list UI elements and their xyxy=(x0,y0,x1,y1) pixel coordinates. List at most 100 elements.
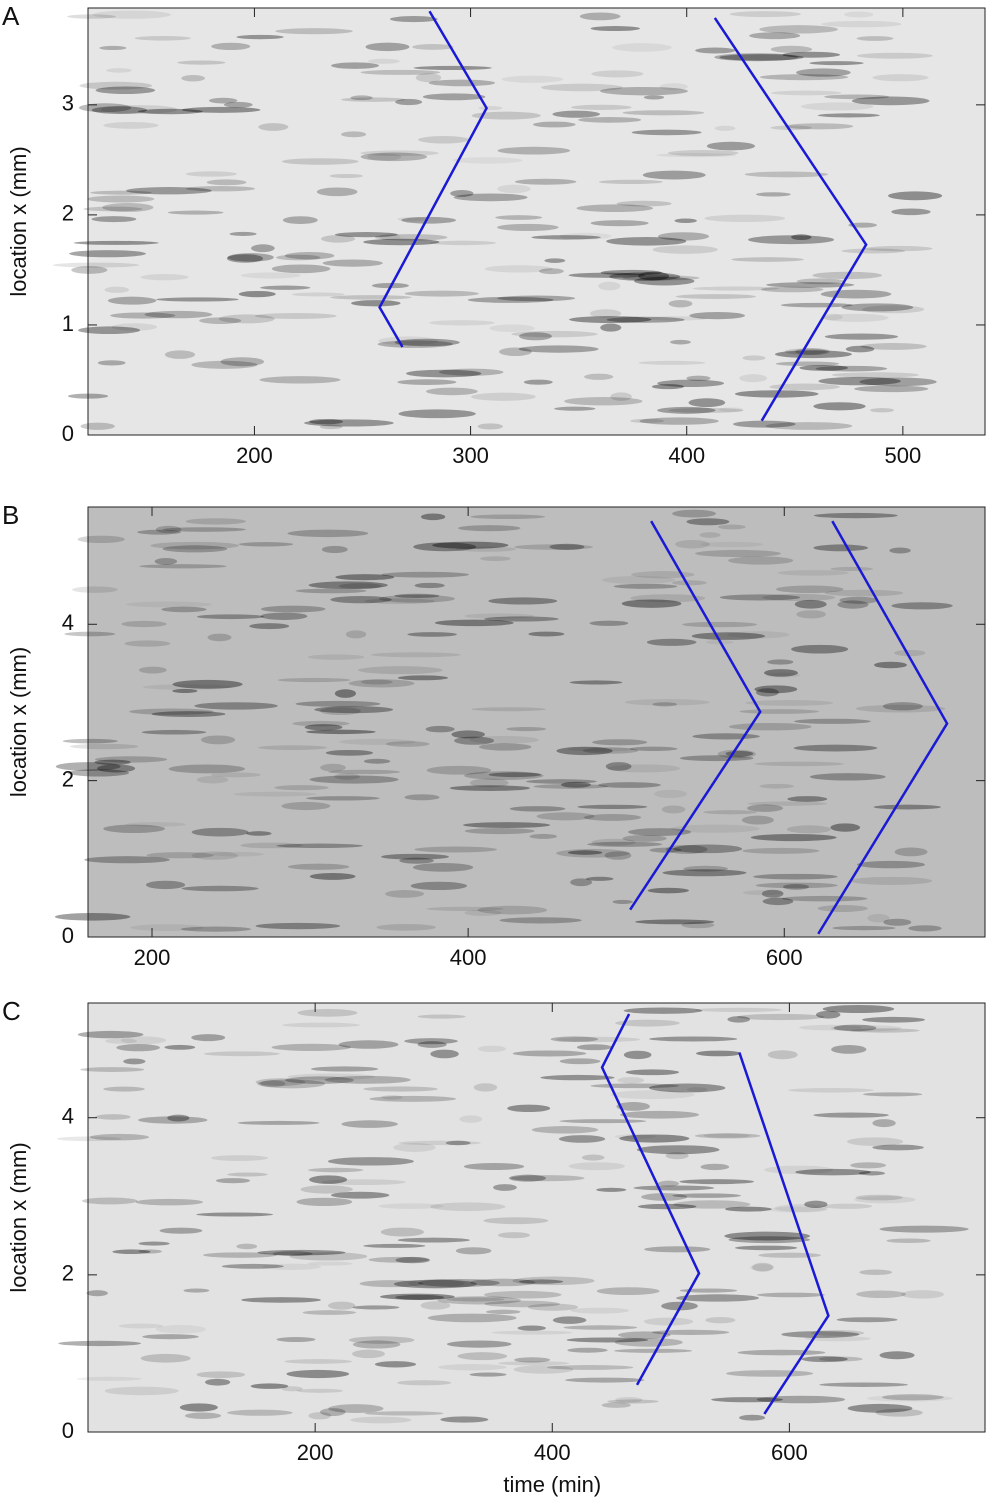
texture-streak xyxy=(636,1145,720,1155)
texture-streak xyxy=(72,586,118,593)
texture-streak xyxy=(196,1371,246,1379)
texture-streak xyxy=(584,373,614,380)
texture-streak xyxy=(784,348,827,355)
texture-streak xyxy=(370,652,461,658)
texture-streak xyxy=(167,210,224,215)
texture-streak xyxy=(686,1087,708,1092)
texture-streak xyxy=(606,237,687,246)
texture-streak xyxy=(103,824,165,834)
texture-streak xyxy=(351,300,401,307)
texture-streak xyxy=(446,1340,512,1348)
texture-streak xyxy=(141,729,207,735)
texture-streak xyxy=(146,852,215,859)
texture-streak xyxy=(164,1044,196,1050)
texture-streak xyxy=(363,1243,426,1248)
texture-streak xyxy=(470,514,546,519)
texture-streak xyxy=(675,539,710,549)
texture-streak xyxy=(756,1395,846,1404)
texture-streak xyxy=(91,106,148,114)
texture-streak xyxy=(788,1087,874,1093)
texture-streak xyxy=(531,1126,599,1134)
texture-streak xyxy=(338,1040,399,1049)
texture-streak xyxy=(191,360,258,369)
texture-streak xyxy=(203,1252,278,1258)
texture-streak xyxy=(820,289,892,299)
texture-streak xyxy=(84,856,170,864)
texture-streak xyxy=(434,619,514,627)
texture-streak xyxy=(665,844,708,854)
texture-streak xyxy=(511,330,598,338)
texture-streak xyxy=(540,83,623,92)
texture-streak xyxy=(417,1014,466,1019)
texture-streak xyxy=(695,1050,742,1057)
texture-streak xyxy=(281,801,331,811)
texture-streak xyxy=(86,1290,108,1297)
texture-streak xyxy=(576,204,654,213)
texture-streak xyxy=(360,152,428,162)
texture-streak xyxy=(872,1119,896,1128)
texture-streak xyxy=(319,1408,346,1416)
texture-streak xyxy=(296,1197,353,1207)
texture-streak xyxy=(781,895,868,902)
y-tick-label: 0 xyxy=(62,923,74,948)
texture-streak xyxy=(703,810,758,815)
texture-streak xyxy=(676,1294,760,1302)
texture-streak xyxy=(429,240,496,246)
texture-streak xyxy=(774,1204,828,1213)
texture-streak xyxy=(258,123,289,131)
texture-streak xyxy=(310,1066,379,1072)
texture-streak xyxy=(282,216,318,224)
texture-streak xyxy=(107,296,157,305)
texture-streak xyxy=(598,782,661,788)
texture-streak xyxy=(737,1013,825,1021)
texture-streak xyxy=(883,918,912,926)
texture-streak xyxy=(703,1133,751,1138)
texture-streak xyxy=(134,35,191,41)
texture-streak xyxy=(821,20,902,28)
texture-streak xyxy=(585,876,614,881)
texture-streak xyxy=(445,1140,471,1146)
texture-streak xyxy=(450,190,474,197)
texture-streak xyxy=(559,232,612,240)
plot-background xyxy=(88,507,985,937)
texture-streak xyxy=(635,919,715,925)
texture-streak xyxy=(567,746,634,752)
texture-streak xyxy=(844,11,874,18)
texture-streak xyxy=(393,1279,477,1289)
texture-streak xyxy=(760,286,824,293)
texture-streak xyxy=(181,885,259,892)
y-tick-label: 0 xyxy=(62,1418,74,1443)
texture-streak xyxy=(135,1198,204,1206)
texture-streak xyxy=(499,347,532,357)
texture-streak xyxy=(872,1144,924,1151)
texture-streak xyxy=(94,759,131,765)
texture-streak xyxy=(762,593,836,602)
texture-streak xyxy=(638,360,706,365)
texture-streak xyxy=(91,216,137,223)
texture-streak xyxy=(334,773,360,780)
texture-streak xyxy=(875,1408,923,1417)
texture-streak xyxy=(673,844,743,854)
texture-streak xyxy=(374,234,448,241)
texture-streak xyxy=(199,317,242,324)
texture-streak xyxy=(397,675,448,681)
texture-streak xyxy=(794,718,871,724)
texture-streak xyxy=(836,1317,898,1323)
texture-streak xyxy=(497,146,571,155)
texture-streak xyxy=(824,333,899,340)
texture-streak xyxy=(126,187,212,195)
texture-streak xyxy=(761,889,784,898)
texture-streak xyxy=(62,738,118,744)
texture-streak xyxy=(300,1185,353,1194)
texture-streak xyxy=(518,332,552,341)
texture-streak xyxy=(651,1329,730,1335)
texture-streak xyxy=(692,733,760,740)
texture-streak xyxy=(227,1172,268,1177)
texture-streak xyxy=(309,775,399,784)
texture-streak xyxy=(367,153,402,161)
texture-streak xyxy=(430,1049,459,1059)
texture-streak xyxy=(215,1178,251,1184)
x-tick-label: 400 xyxy=(450,945,487,970)
texture-streak xyxy=(901,1290,944,1299)
texture-streak xyxy=(401,216,456,224)
